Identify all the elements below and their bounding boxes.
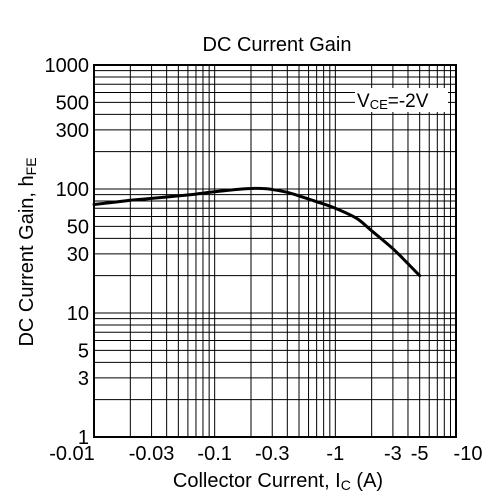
y-tick-label: 10 (67, 303, 89, 325)
y-tick-labels: 1 3 5 10 30 50 100 300 500 1000 (45, 55, 90, 449)
vce-annotation-value: =-2V (388, 91, 429, 112)
x-tick-label: -0.1 (197, 443, 231, 465)
vce-annotation-sub: CE (370, 97, 388, 112)
x-axis-label: Collector Current, IC (A) (173, 470, 383, 493)
y-tick-label: 1000 (45, 55, 90, 77)
x-tick-label: -1 (326, 443, 344, 465)
grid (94, 65, 456, 437)
x-axis-label-sub: C (341, 477, 351, 493)
series-layer (92, 186, 422, 278)
x-tick-labels: -0.01 -0.03 -0.1 -0.3 -1 -3 -5 -10 (49, 443, 482, 465)
vce-annotation-main: V (357, 91, 370, 112)
y-tick-label: 300 (56, 120, 89, 142)
y-axis-label-main: DC Current Gain, h (16, 175, 38, 346)
annotation-background (355, 88, 448, 112)
y-tick-label: 30 (67, 244, 89, 266)
x-tick-label: -0.03 (129, 443, 175, 465)
x-axis-label-main: Collector Current, I (173, 470, 341, 492)
y-axis-label-sub: FE (23, 157, 39, 175)
x-tick-label: -10 (454, 443, 483, 465)
x-tick-label: -0.01 (49, 443, 95, 465)
y-tick-label: 1 (78, 427, 89, 449)
x-tick-label: -3 (384, 443, 402, 465)
x-axis-label-unit: (A) (351, 470, 383, 492)
vce-annotation: VCE=-2V (357, 91, 429, 112)
x-tick-label: -5 (411, 443, 429, 465)
x-tick-label: -0.3 (255, 443, 289, 465)
gain-curve (92, 186, 422, 278)
y-tick-label: 3 (78, 368, 89, 390)
y-tick-label: 50 (67, 216, 89, 238)
y-axis-label: DC Current Gain, hFE (16, 157, 39, 346)
y-tick-label: 100 (56, 179, 89, 201)
y-tick-label: 500 (56, 92, 89, 114)
chart-title: DC Current Gain (203, 34, 352, 56)
y-tick-label: 5 (78, 340, 89, 362)
plot-frame (93, 64, 457, 438)
